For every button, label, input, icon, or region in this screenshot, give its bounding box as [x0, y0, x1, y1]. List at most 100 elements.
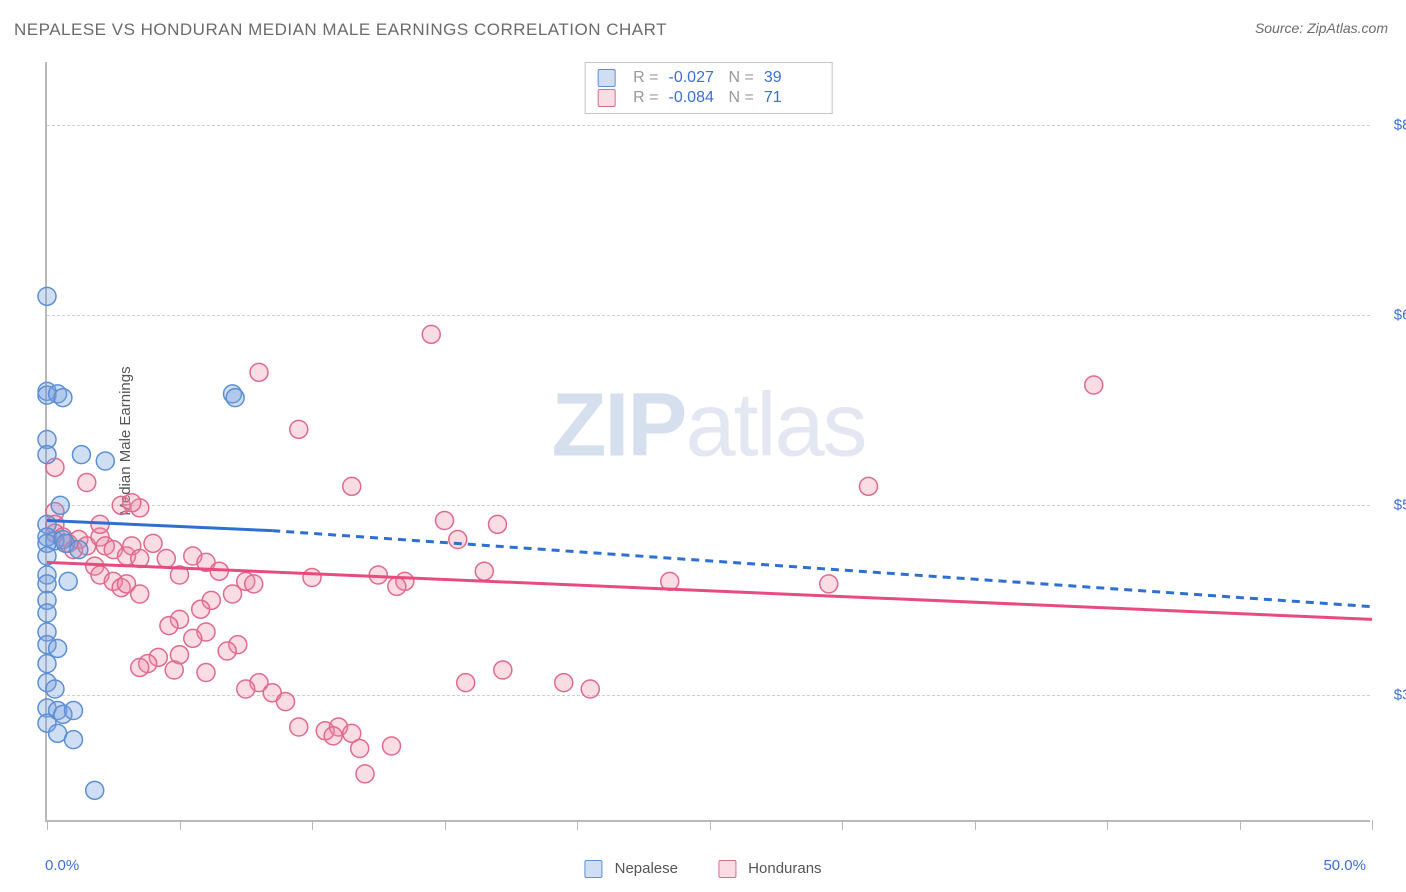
y-tick-label: $80,000: [1378, 117, 1406, 134]
data-point: [144, 534, 162, 552]
x-tick: [445, 820, 446, 830]
legend-row-hondurans: R = -0.084 N = 71: [597, 89, 814, 107]
data-point: [388, 577, 406, 595]
correlation-legend: R = -0.027 N = 39 R = -0.084 N = 71: [584, 62, 833, 114]
data-point: [131, 585, 149, 603]
y-tick-label: $65,000: [1378, 307, 1406, 324]
trend-line: [47, 521, 272, 531]
data-point: [72, 446, 90, 464]
y-tick-label: $50,000: [1378, 497, 1406, 514]
data-point: [475, 562, 493, 580]
data-point: [436, 512, 454, 530]
data-point: [303, 569, 321, 587]
data-point: [38, 446, 56, 464]
hondurans-r-value: -0.084: [669, 89, 719, 107]
n-label: N =: [729, 89, 754, 107]
data-point: [422, 325, 440, 343]
x-tick: [312, 820, 313, 830]
hondurans-n-value: 71: [764, 89, 814, 107]
data-point: [237, 680, 255, 698]
data-point: [184, 629, 202, 647]
data-point: [192, 600, 210, 618]
data-point: [157, 550, 175, 568]
legend-row-nepalese: R = -0.027 N = 39: [597, 69, 814, 87]
data-point: [290, 718, 308, 736]
x-tick: [842, 820, 843, 830]
r-label: R =: [633, 69, 658, 87]
chart-container: NEPALESE VS HONDURAN MEDIAN MALE EARNING…: [0, 0, 1406, 892]
r-label: R =: [633, 89, 658, 107]
data-point: [457, 674, 475, 692]
data-point: [49, 639, 67, 657]
data-point: [290, 420, 308, 438]
data-point: [123, 494, 141, 512]
x-axis-min-label: 0.0%: [45, 857, 79, 874]
data-point: [59, 572, 77, 590]
data-point: [197, 664, 215, 682]
data-point: [38, 575, 56, 593]
data-point: [356, 765, 374, 783]
data-point: [38, 287, 56, 305]
data-point: [54, 389, 72, 407]
data-point: [51, 496, 69, 514]
y-tick-label: $35,000: [1378, 687, 1406, 704]
legend-item-nepalese: Nepalese: [584, 860, 678, 878]
swatch-nepalese-icon: [584, 860, 602, 878]
data-point: [86, 781, 104, 799]
data-point: [820, 575, 838, 593]
source-prefix: Source:: [1255, 20, 1307, 36]
x-tick: [1107, 820, 1108, 830]
data-point: [38, 604, 56, 622]
x-axis-max-label: 50.0%: [1323, 857, 1366, 874]
x-tick: [47, 820, 48, 830]
x-tick: [1372, 820, 1373, 830]
x-tick: [1240, 820, 1241, 830]
data-point: [165, 661, 183, 679]
data-point: [1085, 376, 1103, 394]
nepalese-n-value: 39: [764, 69, 814, 87]
data-point: [65, 702, 83, 720]
legend-label-nepalese: Nepalese: [615, 860, 678, 877]
data-point: [250, 363, 268, 381]
legend-label-hondurans: Hondurans: [748, 860, 821, 877]
x-tick: [975, 820, 976, 830]
swatch-hondurans-icon: [718, 860, 736, 878]
source-name: ZipAtlas.com: [1307, 20, 1388, 36]
data-point: [78, 474, 96, 492]
data-point: [860, 477, 878, 495]
swatch-hondurans-icon: [597, 89, 615, 107]
n-label: N =: [729, 69, 754, 87]
data-point: [38, 655, 56, 673]
chart-title: NEPALESE VS HONDURAN MEDIAN MALE EARNING…: [14, 20, 667, 40]
data-point: [343, 477, 361, 495]
data-point: [218, 642, 236, 660]
data-point: [96, 452, 114, 470]
x-tick: [577, 820, 578, 830]
data-point: [131, 658, 149, 676]
data-point: [449, 531, 467, 549]
data-point: [226, 389, 244, 407]
data-point: [555, 674, 573, 692]
data-point: [277, 693, 295, 711]
data-layer: [47, 62, 1370, 820]
source-attribution: Source: ZipAtlas.com: [1255, 20, 1388, 36]
data-point: [46, 680, 64, 698]
data-point: [160, 617, 178, 635]
x-tick: [180, 820, 181, 830]
swatch-nepalese-icon: [597, 69, 615, 87]
data-point: [383, 737, 401, 755]
data-point: [494, 661, 512, 679]
plot-area: Median Male Earnings $35,000$50,000$65,0…: [45, 62, 1370, 822]
data-point: [581, 680, 599, 698]
data-point: [351, 740, 369, 758]
nepalese-r-value: -0.027: [669, 69, 719, 87]
legend-item-hondurans: Hondurans: [718, 860, 822, 878]
data-point: [70, 541, 88, 559]
data-point: [245, 575, 263, 593]
data-point: [324, 727, 342, 745]
x-tick: [710, 820, 711, 830]
data-point: [489, 515, 507, 533]
data-point: [224, 585, 242, 603]
data-point: [65, 731, 83, 749]
series-legend: Nepalese Hondurans: [584, 860, 821, 878]
